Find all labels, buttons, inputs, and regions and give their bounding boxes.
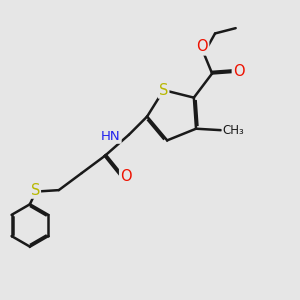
- Text: HN: HN: [101, 130, 121, 143]
- Text: CH₃: CH₃: [223, 124, 244, 137]
- Text: S: S: [31, 183, 40, 198]
- Text: S: S: [159, 82, 168, 98]
- Text: O: O: [196, 40, 208, 55]
- Text: O: O: [233, 64, 244, 79]
- Text: O: O: [120, 169, 132, 184]
